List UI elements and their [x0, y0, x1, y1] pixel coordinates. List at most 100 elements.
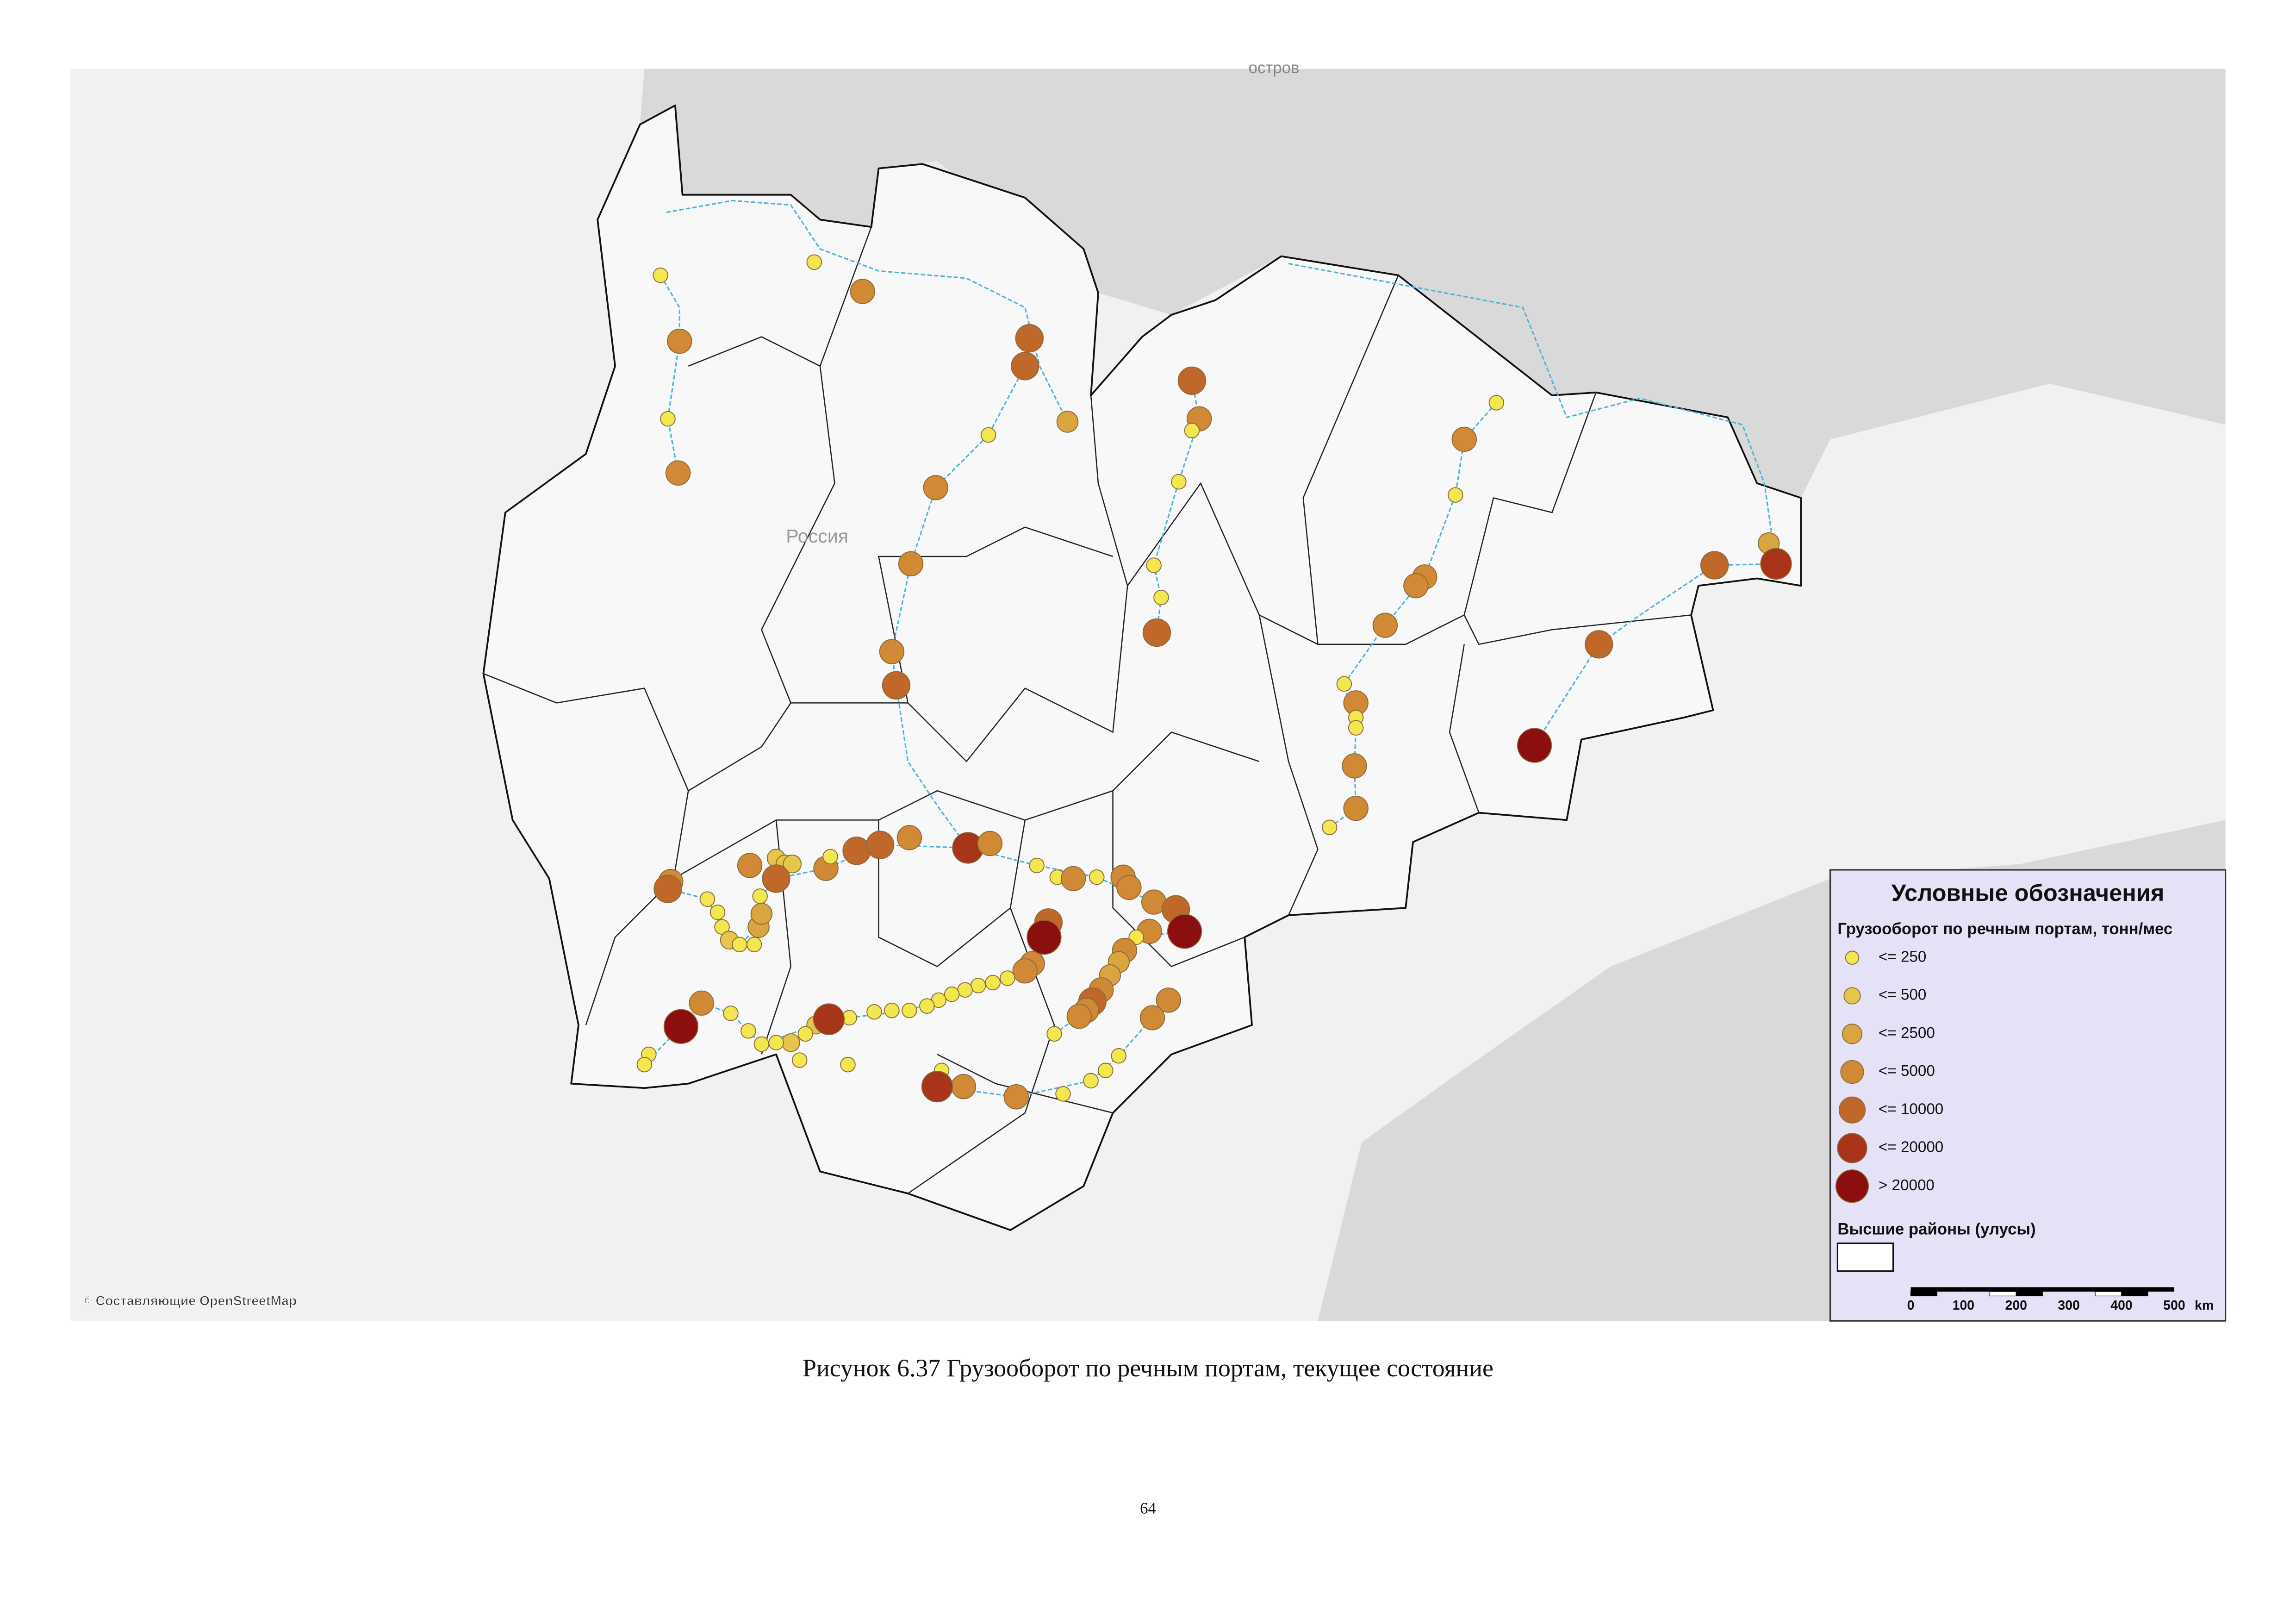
legend: Условные обозначения Грузооборот по речн…: [1829, 869, 2227, 1322]
port: [977, 831, 1003, 856]
port: [1321, 819, 1338, 835]
port: [902, 1002, 917, 1018]
port: [1343, 795, 1369, 821]
port: [1184, 423, 1200, 438]
port: [1011, 352, 1039, 381]
port: [840, 1056, 856, 1073]
port: [746, 937, 762, 953]
port: [882, 671, 911, 700]
scale-segment: [2121, 1291, 2148, 1297]
scale-label: 100: [1953, 1298, 1974, 1313]
port: [884, 1002, 900, 1018]
legend-subtitle: Грузооборот по речным портам, тонн/мес: [1837, 920, 2172, 938]
port: [1000, 970, 1015, 986]
port: [737, 853, 763, 878]
scale-unit: km: [2195, 1298, 2214, 1313]
port: [732, 937, 747, 953]
port: [879, 639, 905, 664]
port: [689, 990, 714, 1016]
legend-label: <= 5000: [1879, 1062, 1935, 1080]
port: [951, 1074, 977, 1099]
scale-label: 500: [2163, 1298, 2185, 1313]
port: [781, 1033, 800, 1052]
legend-label: <= 2500: [1879, 1024, 1935, 1042]
port: [699, 891, 716, 907]
port: [1029, 857, 1045, 874]
port: [1348, 720, 1364, 736]
port: [1156, 987, 1181, 1013]
port: [1012, 958, 1038, 984]
port: [1027, 919, 1062, 955]
port: [1700, 551, 1729, 580]
legend-box: [1829, 869, 2227, 1322]
port: [822, 849, 838, 865]
port: [797, 1026, 814, 1042]
port: [1015, 324, 1044, 353]
legend-symbol: [1840, 1060, 1864, 1084]
scale-segment: [2069, 1287, 2122, 1292]
scale-segment: [1963, 1287, 2016, 1292]
port: [1116, 874, 1142, 900]
legend-districts-label: Высшие районы (улусы): [1837, 1220, 2035, 1238]
scale-segment: [1910, 1287, 1964, 1292]
scale-segment: [2016, 1287, 2069, 1292]
port: [921, 1070, 953, 1103]
port: [653, 267, 668, 283]
port: [1060, 866, 1086, 892]
legend-label: <= 20000: [1879, 1139, 1943, 1156]
legend-title: Условные обозначения: [1892, 880, 2165, 906]
port: [1760, 548, 1792, 580]
port: [723, 1006, 739, 1021]
port: [970, 978, 986, 993]
scale-segment: [2095, 1291, 2122, 1297]
scale-segment: [2122, 1287, 2174, 1292]
port: [1177, 366, 1207, 395]
port: [768, 1035, 784, 1050]
legend-symbol: [1842, 1024, 1863, 1044]
port: [1517, 728, 1552, 763]
place-label: Россия: [786, 525, 848, 547]
legend-label: > 20000: [1879, 1177, 1935, 1194]
port: [1336, 676, 1352, 692]
port: [752, 888, 768, 904]
port: [1046, 1026, 1062, 1042]
port: [709, 904, 726, 920]
port: [714, 919, 730, 935]
port: [1488, 395, 1505, 411]
port: [1098, 1062, 1114, 1079]
port: [865, 831, 895, 859]
port: [1083, 1073, 1099, 1089]
port: [1171, 474, 1187, 490]
port: [866, 1004, 882, 1020]
port: [1089, 869, 1105, 885]
port: [1403, 573, 1429, 599]
scale-segment: [1910, 1291, 1938, 1297]
page-number: 64: [1140, 1499, 1156, 1517]
port: [1142, 618, 1171, 647]
port: [1055, 1086, 1071, 1102]
scale-label: 400: [2110, 1298, 2132, 1313]
scale-segment: [1989, 1291, 2016, 1297]
port: [980, 427, 996, 443]
port: [896, 825, 922, 850]
port: [806, 254, 822, 270]
caption: Рисунок 6.37 Грузооборот по речным порта…: [803, 1354, 1493, 1382]
port: [957, 982, 973, 998]
legend-symbol: [1837, 1133, 1867, 1163]
port: [944, 987, 960, 1002]
port: [753, 1036, 770, 1052]
port: [1111, 1048, 1127, 1064]
scale-label: 300: [2058, 1298, 2079, 1313]
port: [750, 903, 773, 925]
port: [1066, 1004, 1092, 1029]
legend-symbol: [1838, 1096, 1866, 1124]
sea: [640, 69, 2226, 498]
port: [665, 460, 691, 486]
port: [1167, 914, 1202, 949]
ports: [636, 254, 1792, 1110]
scale-label: 0: [1907, 1298, 1915, 1313]
legend-symbol: [1843, 987, 1861, 1005]
port: [1372, 612, 1398, 638]
